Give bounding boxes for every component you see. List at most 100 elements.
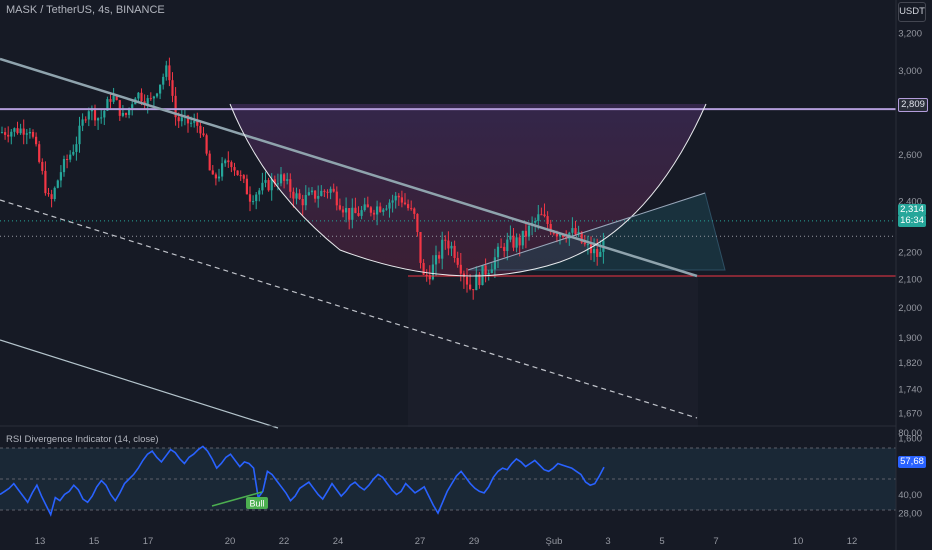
bull-candle (279, 174, 283, 184)
bear-candle (202, 133, 205, 136)
bear-candle (540, 214, 543, 216)
bear-candle (171, 80, 174, 96)
bear-candle (298, 193, 301, 199)
price-tick-label: 2,200 (898, 247, 922, 258)
bear-candle (416, 213, 419, 232)
bear-candle (239, 175, 242, 177)
rsi-tick-label: 80,00 (898, 428, 922, 439)
bear-candle (459, 264, 462, 274)
bull-candle (351, 207, 354, 220)
bull-candle (388, 202, 391, 209)
bull-candle (441, 239, 444, 259)
bull-candle (87, 111, 90, 120)
bull-candle (577, 231, 580, 235)
bear-candle (314, 190, 317, 199)
bear-candle (208, 153, 211, 171)
bull-candle (221, 163, 224, 177)
bull-candle (385, 208, 388, 210)
bull-candle (490, 269, 493, 274)
price-tick-label: 2,600 (898, 150, 922, 161)
bull-candle (515, 237, 518, 248)
bull-candle (258, 190, 261, 195)
bull-candle (276, 183, 279, 185)
bear-candle (196, 121, 199, 126)
bear-candle (124, 112, 128, 115)
bear-candle (369, 207, 372, 213)
bear-candle (338, 205, 341, 210)
symbol-text: MASK / TetherUS, 4s, BINANCE (6, 4, 165, 16)
bull-candle (394, 195, 397, 201)
bear-candle (407, 204, 410, 209)
bull-candle (286, 179, 289, 181)
bear-candle (413, 208, 416, 214)
bear-candle (149, 98, 152, 100)
bear-candle (174, 95, 177, 118)
bull-label-box (246, 497, 268, 509)
bear-candle (400, 197, 403, 203)
bear-candle (453, 245, 456, 258)
bull-candle (72, 151, 75, 155)
bear-candle (512, 235, 515, 248)
bull-candle (252, 201, 255, 203)
bear-candle (552, 232, 555, 234)
bull-candle (255, 194, 258, 202)
bear-candle (283, 174, 286, 181)
bear-candle (465, 276, 469, 285)
bear-candle (273, 179, 276, 184)
time-tick-label: 10 (793, 536, 804, 547)
bull-candle (509, 235, 512, 240)
bear-candle (341, 209, 345, 213)
bear-candle (47, 193, 50, 195)
bull-candle (593, 249, 596, 254)
bear-candle (549, 223, 552, 233)
bull-candle (19, 128, 22, 134)
bull-candle (13, 128, 16, 132)
bear-candle (22, 128, 25, 135)
bear-candle (397, 195, 400, 198)
bull-candle (521, 230, 524, 246)
bear-candle (115, 95, 118, 101)
rsi-tick-label: 28,00 (898, 509, 922, 520)
bull-candle (493, 257, 496, 270)
bear-candle (574, 228, 577, 235)
bear-candle (267, 180, 270, 191)
bull-label-text: Bull (249, 499, 264, 509)
time-tick-label: 20 (225, 536, 236, 547)
bear-candle (555, 233, 558, 237)
bull-candle (112, 95, 115, 102)
bull-candle (345, 208, 348, 213)
bull-candle (53, 187, 56, 200)
bull-candle (434, 255, 438, 265)
bull-candle (270, 179, 273, 191)
bull-candle (363, 204, 366, 211)
bull-candle (295, 193, 298, 199)
bear-candle (236, 170, 239, 176)
indicator-title[interactable]: RSI Divergence Indicator (14, close) (6, 434, 159, 445)
bear-candle (456, 257, 459, 265)
currency-button[interactable]: USDT (898, 2, 926, 22)
bear-candle (524, 230, 527, 237)
countdown-tag: 16:34 (898, 215, 926, 227)
bull-candle (304, 195, 307, 206)
bull-candle (317, 195, 320, 199)
price-tick-label: 1,900 (898, 333, 922, 344)
bear-candle (562, 234, 565, 238)
bull-candle (481, 265, 484, 286)
bull-candle (56, 180, 59, 188)
time-tick-label: 12 (847, 536, 858, 547)
bear-candle (462, 273, 465, 277)
bull-divergence-line (211, 491, 263, 507)
bear-candle (177, 117, 180, 122)
bear-candle (518, 237, 521, 246)
bear-candle (379, 206, 382, 212)
bear-candle (323, 190, 326, 192)
level-price-tag: 2,809 (898, 98, 928, 112)
bear-candle (543, 214, 546, 217)
symbol-title[interactable]: MASK / TetherUS, 4s, BINANCE (6, 4, 165, 16)
bull-candle (475, 274, 478, 291)
bull-candle (10, 131, 13, 137)
bear-candle (503, 246, 506, 251)
lower-channel-line (0, 339, 279, 429)
